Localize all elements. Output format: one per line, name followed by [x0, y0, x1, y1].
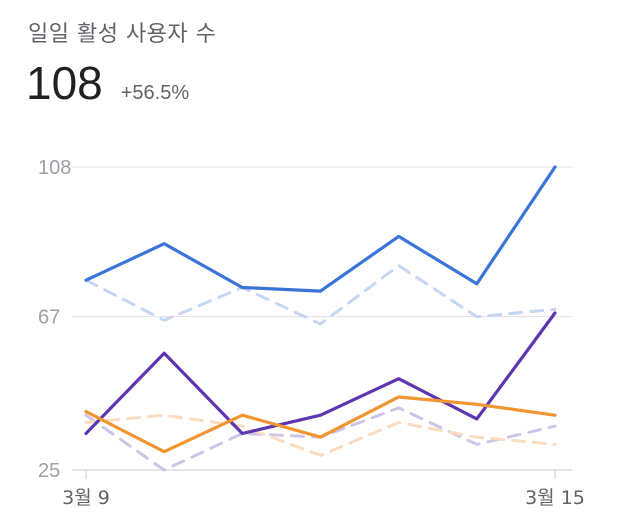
current-period-line-5	[86, 397, 555, 452]
y-tick-label: 25	[38, 460, 60, 482]
x-tick-label: 3월 15	[525, 487, 585, 509]
x-tick-label: 3월 9	[62, 487, 110, 509]
x-axis	[72, 470, 572, 479]
axis-labels: 25 67 108 3월 9 3월 15	[38, 157, 585, 509]
gridlines	[72, 167, 572, 317]
y-tick-label: 108	[38, 157, 71, 179]
current-period-line-3	[86, 167, 555, 291]
y-tick-label: 67	[38, 307, 60, 329]
series-lines	[86, 167, 555, 470]
